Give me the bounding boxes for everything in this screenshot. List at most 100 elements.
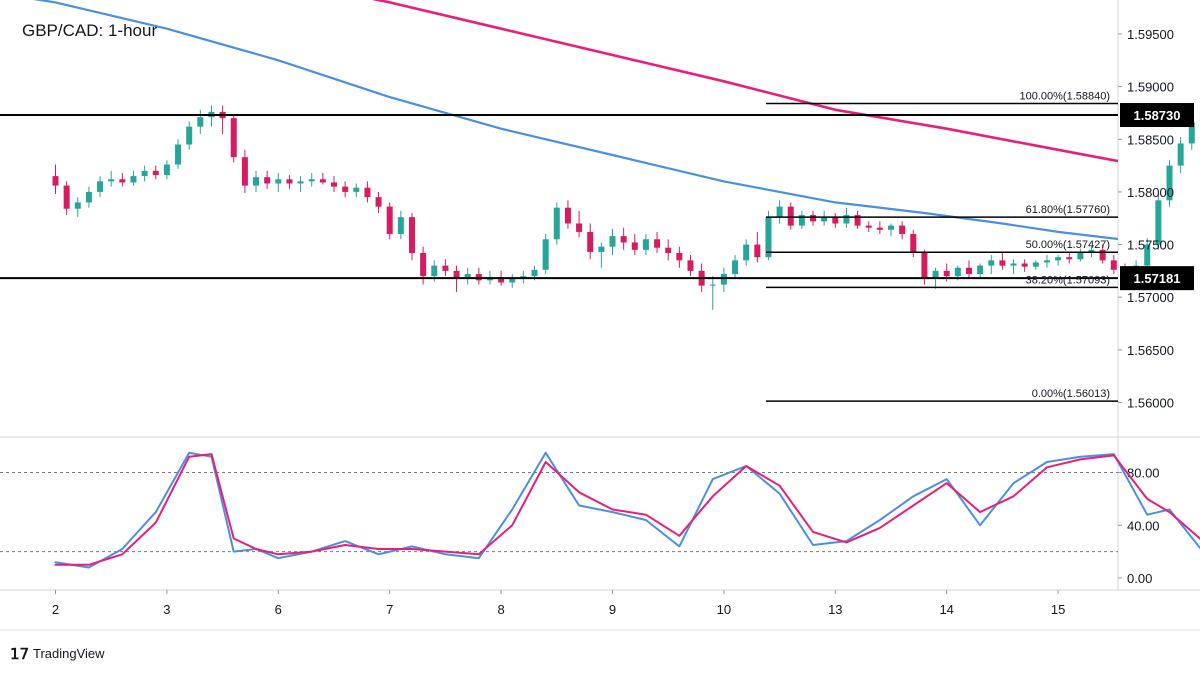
level-price-label: 1.58730 [1134,108,1181,123]
candle-bullish [1055,255,1062,266]
fib-level-label: 61.80%(1.57760) [1026,204,1110,216]
level-price-badge [1120,266,1194,291]
candle-bearish [620,227,627,250]
chart-title: GBP/CAD: 1-hour [22,21,157,40]
candle-body [1177,143,1184,166]
candle-body [943,270,950,277]
candle-bearish [1099,244,1106,264]
candle-body [364,187,371,198]
candle-bearish [965,260,972,279]
candle-body [1077,252,1084,260]
candle-bullish [275,172,282,192]
fib-level-label: 38.20%(1.57093) [1026,274,1110,286]
candle-bearish [364,181,371,203]
candle-bearish [787,202,794,230]
candle-bullish [308,172,315,187]
candle-body [1166,165,1173,201]
level-price-badge [1120,103,1194,128]
price-tick-label: 1.58000 [1127,185,1174,200]
candle-bearish [921,249,928,285]
candle-bullish [186,121,193,150]
candle-body [275,179,282,184]
time-tick-label: 15 [1051,602,1065,617]
candle-body [420,252,427,277]
candle-bearish [654,231,661,253]
price-axis[interactable]: 1.59500 1.59000 1.58500 1.58000 1.57500 1.570… [1118,27,1174,411]
candle-bearish [899,221,906,240]
candle-body [353,187,360,192]
time-tick-label: 13 [828,602,842,617]
price-tick-label: 1.56500 [1127,343,1174,358]
candle-body [553,207,560,240]
candle-bullish [888,223,894,237]
candle-body [609,236,616,247]
candle-bearish [810,210,817,226]
candle-bullish [1144,238,1151,270]
candle-bearish [854,210,861,229]
candle-bullish [253,170,260,192]
candle-body [1144,244,1151,266]
candle-bullish [709,276,716,310]
candle-bullish [542,234,549,275]
candle-bearish [1066,252,1073,264]
candle-bullish [175,139,182,169]
candle-bullish [553,202,560,245]
price-tick-label: 1.56000 [1127,396,1174,411]
candle-body [63,185,70,209]
candle-bearish [832,212,839,228]
candle-bullish [732,255,739,279]
candle-bearish [865,221,872,232]
candle-body [743,244,750,261]
candle-bullish [397,210,404,240]
candle-bullish [1043,255,1050,268]
candle-body [397,217,404,235]
candle-bearish [442,259,449,277]
candle-bearish [631,234,638,256]
time-axis[interactable]: 2 3 6 7 8 9 10 13 14 15 [52,590,1065,617]
candle-body [1099,249,1106,261]
candle-body [509,278,516,283]
candle-body [264,177,271,184]
candle-bearish [152,165,159,180]
candle-bullish [297,176,304,192]
candle-body [709,284,716,286]
candle-body [620,236,627,243]
candle-body [163,164,170,176]
candle-body [197,117,204,127]
candlestick-series [52,105,1200,310]
fib-level-label: 100.00%(1.58840) [1019,90,1110,102]
candle-bearish [219,105,226,134]
candle-bullish [163,160,170,180]
candle-bearish [63,181,70,216]
candle-body [932,270,939,279]
candle-body [965,267,972,275]
ma-slow-line [371,0,1118,163]
candle-body [642,239,649,250]
moving-averages [33,0,1118,241]
candle-bullish [208,105,215,127]
candle-bearish [230,113,237,163]
candle-bearish [1110,255,1117,275]
osc-tick-label: 80.00 [1127,466,1160,481]
candle-bearish [342,181,349,198]
candle-bearish [576,210,583,238]
candle-body [910,234,917,253]
osc-tick-label: 40.00 [1127,518,1160,533]
candle-body [720,274,727,285]
candle-bullish [197,109,204,134]
candle-bullish [598,242,605,268]
candle-body [431,265,438,277]
candle-bearish [319,172,326,185]
candle-bearish [241,149,248,193]
candle-bearish [52,164,59,195]
candle-body [977,265,984,275]
candle-bearish [999,252,1006,270]
candle-bearish [408,212,415,261]
candle-bearish [676,246,683,268]
candle-body [843,215,850,224]
candle-body [186,126,193,145]
candle-bearish [286,175,293,189]
fibonacci-retracement[interactable]: 100.00%(1.58840) 61.80%(1.57760) 50.00%(1.… [766,90,1118,402]
fib-level-label: 0.00%(1.56013) [1032,388,1110,400]
